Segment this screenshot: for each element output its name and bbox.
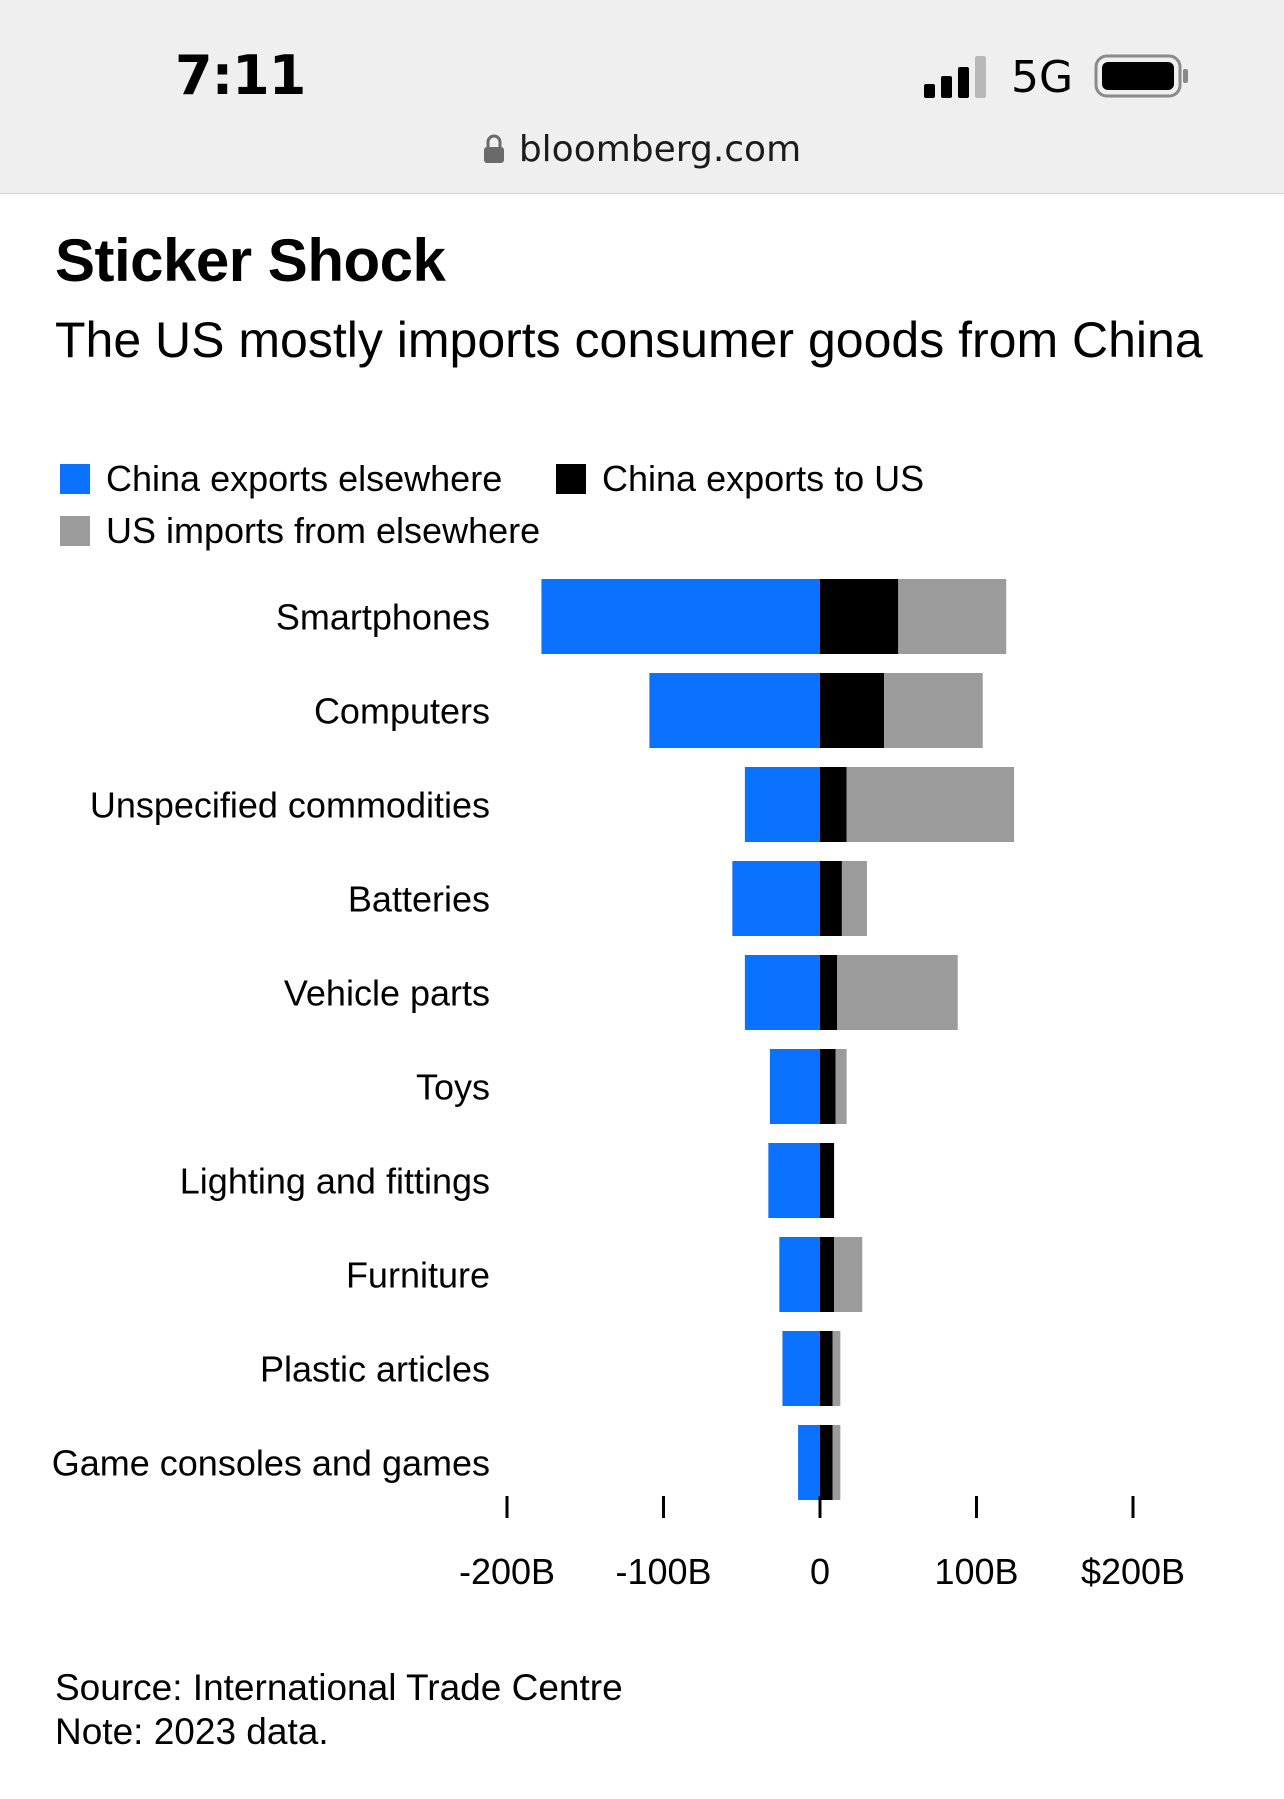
category-label: Plastic articles (260, 1349, 490, 1390)
category-label: Toys (416, 1067, 490, 1108)
category-label: Lighting and fittings (180, 1161, 490, 1202)
bar-chart: Smartphones Computers Unspecified commodit… (52, 579, 1185, 1592)
legend-label: US imports from elsewhere (106, 510, 541, 551)
bar-us-imports-from-elsewhere-game-consoles-and-games (832, 1425, 841, 1500)
bar-china-exports-elsewhere-toys (769, 1049, 820, 1124)
lock-icon (483, 134, 504, 163)
chart-subtitle: The US mostly imports consumer goods fro… (55, 312, 1203, 368)
bar-china-exports-to-us-computers (820, 673, 885, 748)
address-bar[interactable]: bloomberg.com (0, 124, 1284, 174)
category-label: Game consoles and games (52, 1443, 490, 1484)
bar-us-imports-from-elsewhere-vehicle-parts (837, 955, 958, 1030)
chart-title: Sticker Shock (55, 227, 446, 294)
bar-us-imports-from-elsewhere-batteries (841, 861, 867, 936)
source-text: Source: International Trade Centre (55, 1667, 623, 1708)
legend-swatch-gray (60, 516, 90, 546)
bar-china-exports-to-us-plastic-articles (820, 1331, 833, 1406)
legend-swatch-blue (60, 464, 90, 494)
x-tick-label: 100B (934, 1551, 1018, 1592)
bar-us-imports-from-elsewhere-plastic-articles (832, 1331, 841, 1406)
bar-china-exports-elsewhere-smartphones (541, 579, 820, 654)
network-type: 5G (1011, 52, 1074, 103)
bar-china-exports-elsewhere-furniture (779, 1237, 820, 1312)
bar-china-exports-to-us-game-consoles-and-games (820, 1425, 833, 1500)
bar-us-imports-from-elsewhere-unspecified-commodities (846, 767, 1015, 842)
bar-china-exports-elsewhere-vehicle-parts (744, 955, 820, 1030)
legend-item-china-exports-elsewhere: China exports elsewhere (60, 458, 502, 500)
bar-china-exports-elsewhere-batteries (732, 861, 820, 936)
bar-us-imports-from-elsewhere-furniture (834, 1237, 863, 1312)
bar-us-imports-from-elsewhere-toys (835, 1049, 847, 1124)
bar-china-exports-to-us-toys (820, 1049, 836, 1124)
note-text: Note: 2023 data. (55, 1711, 329, 1752)
status-time: 7:11 (175, 44, 306, 107)
bar-china-exports-elsewhere-lighting-and-fittings (768, 1143, 820, 1218)
cellular-signal-icon (924, 56, 986, 98)
legend-label: China exports to US (602, 458, 925, 499)
bar-china-exports-to-us-vehicle-parts (820, 955, 838, 1030)
bar-china-exports-to-us-smartphones (820, 579, 899, 654)
x-tick-label: -200B (459, 1551, 555, 1592)
legend-item-us-imports-from-elsewhere: US imports from elsewhere (60, 510, 540, 552)
legend-label: China exports elsewhere (106, 458, 503, 499)
category-label: Smartphones (276, 597, 490, 638)
bar-us-imports-from-elsewhere-smartphones (898, 579, 1007, 654)
bar-china-exports-to-us-unspecified-commodities (820, 767, 847, 842)
x-tick-label: 0 (810, 1551, 830, 1592)
url-text: bloomberg.com (518, 128, 802, 170)
category-label: Unspecified commodities (90, 785, 490, 826)
bar-china-exports-to-us-lighting-and-fittings (820, 1143, 835, 1218)
category-label: Computers (314, 691, 490, 732)
battery-icon (1094, 54, 1188, 98)
footer: Source: International Trade Centre Note:… (55, 1666, 623, 1754)
bar-china-exports-to-us-furniture (820, 1237, 835, 1312)
category-label: Batteries (348, 879, 490, 920)
bar-us-imports-from-elsewhere-computers (884, 673, 983, 748)
status-bar: 7:11 5G bloomberg.com (0, 0, 1284, 194)
x-tick-label: -100B (615, 1551, 711, 1592)
bar-china-exports-elsewhere-plastic-articles (782, 1331, 820, 1406)
bar-china-exports-elsewhere-unspecified-commodities (744, 767, 820, 842)
legend-swatch-black (556, 464, 586, 494)
bar-china-exports-elsewhere-game-consoles-and-games (798, 1425, 820, 1500)
x-tick-label: $200B (1081, 1551, 1185, 1592)
legend-item-china-exports-to-us: China exports to US (556, 458, 924, 500)
bar-china-exports-to-us-batteries (820, 861, 842, 936)
bar-china-exports-elsewhere-computers (649, 673, 820, 748)
category-label: Vehicle parts (284, 973, 490, 1014)
category-label: Furniture (346, 1255, 490, 1296)
